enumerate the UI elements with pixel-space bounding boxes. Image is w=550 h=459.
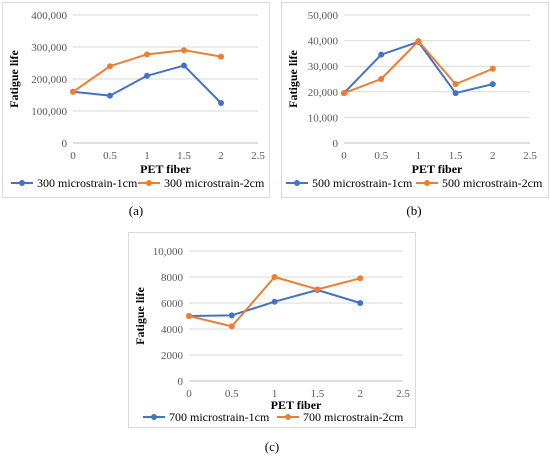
data-point [357, 300, 364, 306]
data-point [378, 76, 385, 82]
data-point [228, 323, 235, 330]
series-line [343, 40, 494, 95]
x-tick-label: 1.5 [177, 150, 191, 162]
legend-marker [146, 180, 152, 186]
legend-marker [285, 414, 291, 420]
y-tick-label: 100,000 [31, 106, 67, 118]
x-tick-label: 1 [272, 388, 278, 400]
data-point [271, 298, 278, 305]
y-tick-label: 30,000 [308, 61, 339, 73]
x-tick-label: 2 [357, 388, 363, 400]
caption-c: (c) [264, 439, 280, 454]
chart-panel-b: 0 10,000 20,000 30,000 40,000 50,000 0 0.5 1 1.5 2… [281, 2, 549, 198]
x-axis-title: PET fiber [271, 398, 322, 412]
x-tick-label: 1 [416, 150, 422, 162]
data-point [314, 286, 321, 293]
data-point [107, 92, 113, 99]
x-axis-title: PET fiber [412, 162, 463, 176]
series-line [72, 64, 222, 104]
y-tick-label: 6000 [161, 298, 184, 310]
data-point [415, 38, 422, 45]
legend-label: 700 microstrain-2cm [303, 410, 404, 424]
chart-svg-c: 0 2000 4000 6000 8000 10,000 0 0.5 1 1.5 2 2.5 PET f… [133, 246, 410, 424]
y-axis-title: Fatigue life [286, 50, 300, 108]
y-tick-label: 0 [62, 138, 68, 150]
legend-marker [294, 180, 300, 186]
data-point [186, 313, 192, 319]
y-tick-label: 8000 [161, 272, 184, 284]
data-point [218, 53, 224, 60]
data-point [489, 81, 496, 88]
data-point [357, 275, 364, 282]
x-tick-label: 1.5 [449, 150, 463, 162]
legend-label: 500 microstrain-2cm [442, 176, 543, 190]
x-tick-label: 0 [341, 150, 347, 162]
x-tick-label: 0 [70, 150, 76, 162]
chart-svg-a: 0 100,000 200,000 300,000 400,000 0 0.5 1 1.5 2 2.… [7, 10, 265, 190]
y-tick-label: 10,000 [153, 246, 184, 258]
x-axis-title: PET fiber [140, 162, 191, 176]
y-tick-label: 20,000 [308, 87, 339, 99]
chart-svg-b: 0 10,000 20,000 30,000 40,000 50,000 0 0.5 1 1.5 2… [286, 10, 543, 190]
legend-label: 500 microstrain-1cm [312, 176, 413, 190]
legend-marker [19, 180, 25, 186]
x-tick-label: 1 [144, 150, 150, 162]
data-point [452, 81, 459, 88]
legend-label: 300 microstrain-1cm [37, 176, 138, 190]
y-tick-label: 0 [333, 138, 339, 150]
x-tick-label: 0.5 [374, 150, 388, 162]
legend-marker [151, 414, 157, 420]
data-point [341, 90, 347, 97]
data-point [181, 47, 187, 54]
x-tick-label: 2 [218, 150, 224, 162]
y-tick-label: 0 [178, 376, 184, 388]
data-point [70, 88, 76, 95]
data-point [181, 62, 187, 69]
data-point [271, 274, 278, 280]
y-axis-title: Fatigue life [133, 287, 147, 345]
data-point [144, 51, 150, 58]
x-tick-label: 0.5 [225, 388, 239, 400]
caption-b: (b) [406, 203, 422, 218]
x-tick-label: 2.5 [523, 150, 537, 162]
data-point [228, 312, 235, 319]
data-point [218, 100, 224, 106]
legend-label: 300 microstrain-2cm [164, 176, 265, 190]
data-point [144, 72, 150, 79]
y-tick-label: 10,000 [308, 112, 339, 124]
x-tick-label: 1.5 [311, 388, 325, 400]
x-tick-label: 2.5 [396, 388, 410, 400]
y-tick-label: 200,000 [31, 74, 67, 86]
y-tick-label: 300,000 [31, 42, 67, 54]
x-tick-label: 0.5 [103, 150, 117, 162]
y-tick-label: 4000 [161, 324, 184, 336]
x-tick-label: 2.5 [251, 150, 265, 162]
legend-label: 700 microstrain-1cm [169, 410, 270, 424]
y-tick-label: 2000 [161, 350, 184, 362]
data-point [378, 51, 385, 58]
chart-panel-c: 0 2000 4000 6000 8000 10,000 0 0.5 1 1.5 2 2.5 PET f… [128, 232, 416, 428]
y-tick-label: 400,000 [31, 10, 67, 22]
data-point [452, 90, 459, 97]
x-tick-label: 2 [490, 150, 496, 162]
data-point [489, 65, 496, 72]
x-tick-label: 0 [186, 388, 192, 400]
y-tick-label: 40,000 [308, 36, 339, 48]
caption-a: (a) [128, 203, 144, 218]
legend-marker [424, 180, 430, 186]
y-axis-title: Fatigue life [7, 50, 21, 108]
y-tick-label: 50,000 [308, 10, 339, 22]
chart-panel-a: 0 100,000 200,000 300,000 400,000 0 0.5 1 1.5 2 2.… [2, 2, 270, 198]
data-point [107, 63, 113, 70]
